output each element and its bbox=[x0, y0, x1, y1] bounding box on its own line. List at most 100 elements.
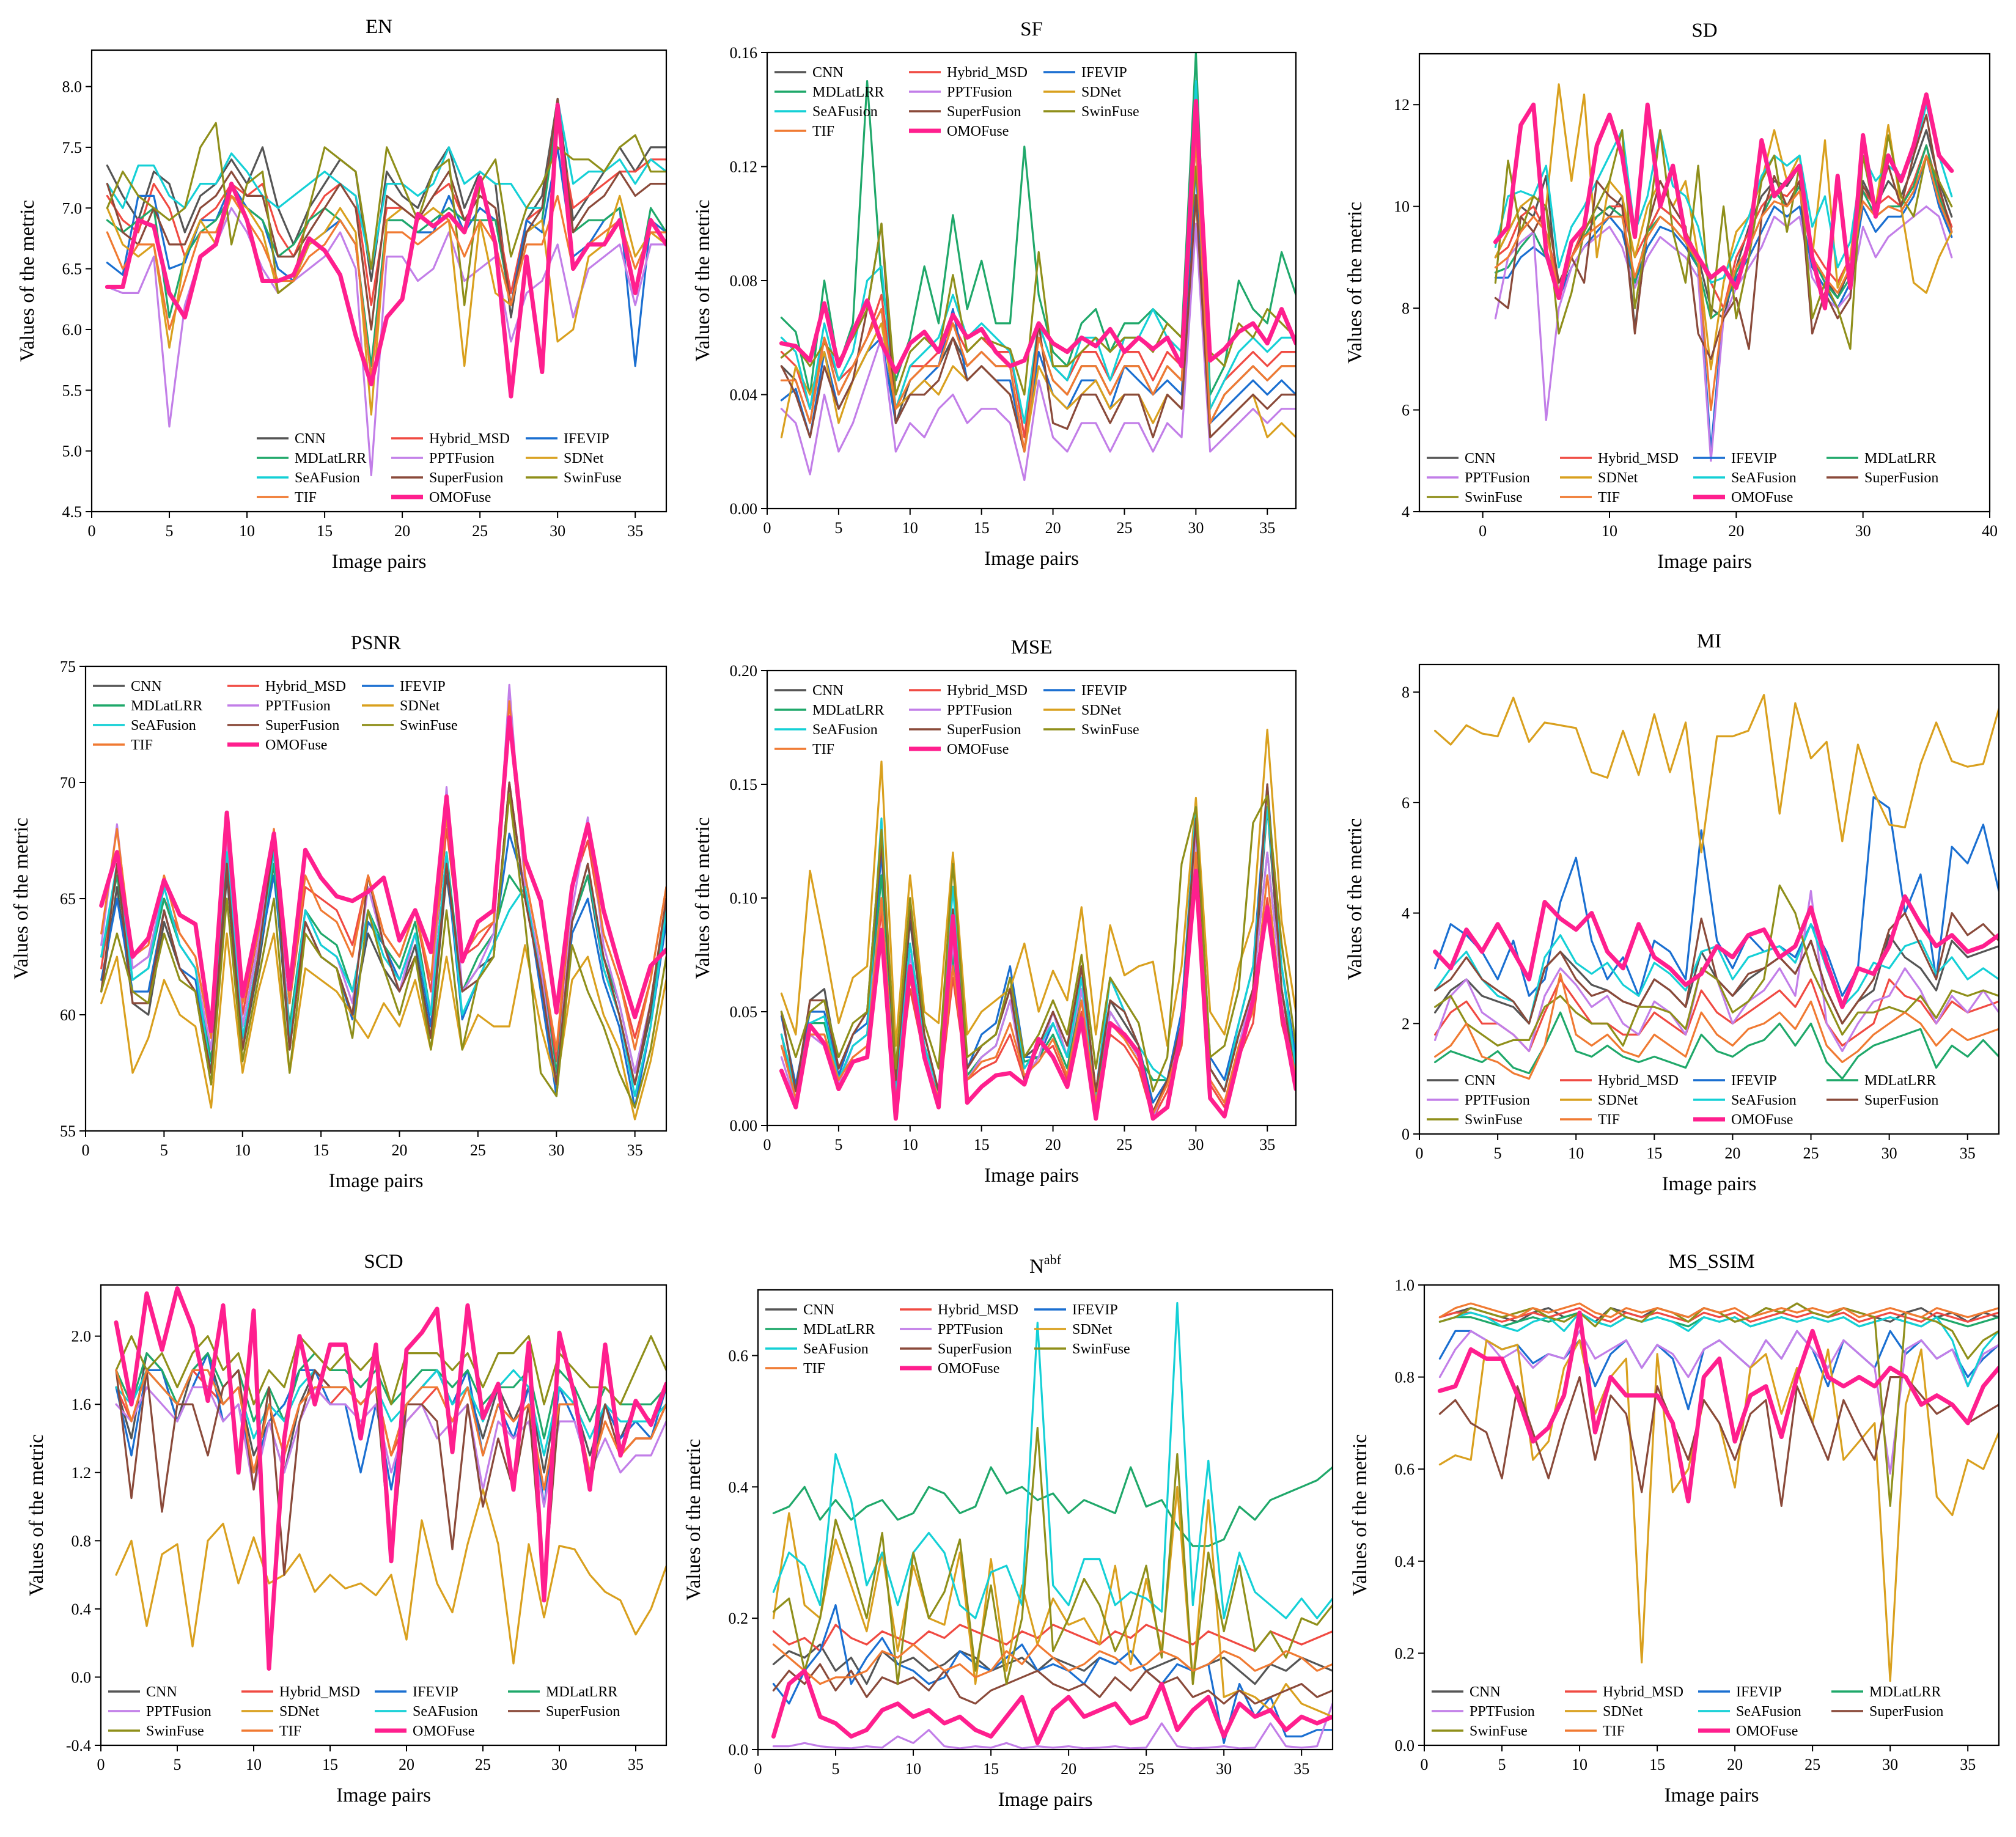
series-line-omofuse bbox=[1493, 92, 1954, 311]
plot-frame bbox=[1423, 1284, 2000, 1747]
chart-mi: 0 5 10 15 20 25 30 35 0 2 4 6 8 MI Image pairs Values o… bbox=[1344, 630, 2000, 1195]
chart-sd: 0 10 20 30 40 4 6 8 10 12 SD Image pairs Values of t… bbox=[1344, 20, 1998, 573]
legend-label: PPTFusion bbox=[429, 451, 495, 466]
legend-label: SDNet bbox=[564, 451, 604, 466]
y-tick-label: 0.4 bbox=[729, 1478, 749, 1496]
chart-title: MS_SSIM bbox=[1668, 1251, 1754, 1273]
legend-label: SwinFuse bbox=[1470, 1723, 1528, 1739]
y-tick-label: 6.0 bbox=[62, 321, 83, 339]
plot-frame bbox=[766, 51, 1297, 510]
series-group bbox=[105, 97, 666, 477]
y-tick-label: 0.6 bbox=[729, 1347, 749, 1364]
legend-label: MDLatLRR bbox=[295, 451, 366, 466]
chart-psnr: 0 5 10 15 20 25 30 35 55 60 65 70 75 PSNR Image pairs V… bbox=[10, 632, 668, 1192]
series-line-tif bbox=[1434, 973, 1999, 1080]
series-group bbox=[779, 53, 1296, 482]
legend-label: MDLatLRR bbox=[546, 1684, 617, 1700]
legend-label: CNN bbox=[1465, 1073, 1496, 1089]
legend-label: TIF bbox=[279, 1723, 301, 1739]
x-tick-label: 5 bbox=[174, 1756, 182, 1773]
x-tick-label: 15 bbox=[1646, 1144, 1662, 1162]
x-axis-title: Image pairs bbox=[1662, 1173, 1757, 1195]
chart-title: PSNR bbox=[351, 632, 402, 654]
legend-label: PPTFusion bbox=[146, 1704, 212, 1720]
legend-label: PPTFusion bbox=[1465, 470, 1530, 486]
y-tick-label: 0.15 bbox=[730, 776, 758, 793]
chart-title: MSE bbox=[1011, 636, 1053, 658]
chart-mse: 0 5 10 15 20 25 30 35 0.00 0.05 0.10 0.15 0.20 MSE Ima… bbox=[692, 636, 1297, 1187]
series-line-ifevip bbox=[772, 1604, 1333, 1744]
legend-label: TIF bbox=[1598, 1112, 1620, 1128]
y-tick-label: 4 bbox=[1402, 503, 1410, 521]
y-tick-label: 0.0 bbox=[729, 1741, 749, 1759]
y-tick-label: 8.0 bbox=[62, 78, 83, 96]
series-line-swinfuse bbox=[780, 794, 1296, 1092]
y-tick-label: 0.4 bbox=[72, 1600, 92, 1618]
legend-label: IFEVIP bbox=[413, 1684, 458, 1700]
x-tick-label: 35 bbox=[627, 522, 643, 540]
series-line-swinfuse bbox=[100, 793, 666, 1109]
series-line-cnn bbox=[106, 97, 666, 318]
legend: CNN Hybrid_MSD IFEVIP MDLatLRR PPTFusion SDNe… bbox=[257, 431, 622, 506]
x-tick-label: 35 bbox=[1259, 519, 1275, 537]
x-tick-label: 10 bbox=[239, 522, 255, 540]
legend: CNN Hybrid_MSD IFEVIP MDLatLRR PPTFusion SDNe… bbox=[1432, 1684, 1943, 1739]
x-tick-label: 10 bbox=[902, 519, 918, 537]
y-tick-label: 0.04 bbox=[730, 386, 758, 404]
series-line-swinfuse bbox=[780, 165, 1296, 396]
x-axis-title: Image pairs bbox=[1657, 551, 1752, 573]
series-line-omofuse bbox=[105, 102, 666, 399]
legend: CNN Hybrid_MSD IFEVIP MDLatLRR PPTFusion SDNe… bbox=[108, 1684, 620, 1739]
legend-label: IFEVIP bbox=[1731, 451, 1777, 466]
legend-label: PPTFusion bbox=[1465, 1092, 1530, 1108]
series-group bbox=[114, 1286, 666, 1671]
y-tick-label: 5.5 bbox=[62, 381, 83, 399]
y-tick-label: 6.5 bbox=[62, 260, 83, 278]
legend-label: SwinFuse bbox=[400, 718, 458, 734]
series-line-superfusion bbox=[772, 1663, 1333, 1705]
chart-title: SCD bbox=[364, 1251, 403, 1273]
x-tick-label: 15 bbox=[974, 519, 990, 537]
legend-label: SwinFuse bbox=[1081, 104, 1139, 120]
x-tick-label: 0 bbox=[763, 519, 771, 537]
legend-label: Hybrid_MSD bbox=[938, 1302, 1018, 1318]
legend-label: SwinFuse bbox=[1072, 1341, 1130, 1357]
x-tick-label: 10 bbox=[246, 1756, 262, 1773]
series-line-sdnet bbox=[100, 932, 666, 1121]
legend-label: SuperFusion bbox=[1864, 1092, 1938, 1108]
y-tick-label: 0.12 bbox=[730, 158, 758, 176]
legend-label: PPTFusion bbox=[265, 698, 331, 714]
legend-label: SuperFusion bbox=[938, 1341, 1012, 1357]
legend-label: OMOFuse bbox=[938, 1361, 999, 1377]
legend-label: SeAFusion bbox=[803, 1341, 869, 1357]
legend-label: MDLatLRR bbox=[1864, 1073, 1936, 1089]
y-axis-title: Values of the metric bbox=[1349, 1434, 1371, 1596]
series-line-omofuse bbox=[771, 1668, 1333, 1745]
legend-label: Hybrid_MSD bbox=[429, 431, 510, 447]
x-tick-label: 35 bbox=[628, 1756, 644, 1773]
y-tick-label: 1.0 bbox=[1395, 1276, 1415, 1294]
legend-label: OMOFuse bbox=[1736, 1723, 1798, 1739]
y-tick-label: 8 bbox=[1402, 300, 1410, 317]
legend-label: CNN bbox=[803, 1302, 834, 1318]
x-axis-title: Image pairs bbox=[332, 551, 427, 573]
y-tick-label: 0.00 bbox=[730, 1117, 758, 1135]
legend-label: PPTFusion bbox=[938, 1322, 1003, 1338]
legend-label: CNN bbox=[131, 679, 162, 694]
legend-label: IFEVIP bbox=[1072, 1302, 1118, 1318]
x-tick-label: 5 bbox=[832, 1760, 840, 1778]
x-tick-label: 30 bbox=[1882, 1756, 1898, 1773]
series-line-mdlatlrr bbox=[772, 1466, 1333, 1547]
chart-en: 0 5 10 15 20 25 30 35 4.5 5.0 5.5 6.0 6.5 7.0 7.5 8.0 EN… bbox=[17, 16, 668, 573]
legend-label: SeAFusion bbox=[1736, 1704, 1801, 1720]
x-tick-label: 25 bbox=[1138, 1760, 1154, 1778]
legend-label: SDNet bbox=[279, 1704, 320, 1720]
x-tick-label: 30 bbox=[1188, 519, 1204, 537]
y-tick-label: 60 bbox=[60, 1006, 76, 1024]
legend: CNN Hybrid_MSD IFEVIP MDLatLRR PPTFusion SDNe… bbox=[765, 1302, 1130, 1377]
x-tick-label: 30 bbox=[551, 1756, 567, 1773]
x-tick-label: 30 bbox=[1855, 522, 1871, 540]
y-axis-title: Values of the metric bbox=[692, 817, 714, 979]
series-group bbox=[1433, 694, 1999, 1080]
legend-label: PPTFusion bbox=[947, 702, 1012, 718]
